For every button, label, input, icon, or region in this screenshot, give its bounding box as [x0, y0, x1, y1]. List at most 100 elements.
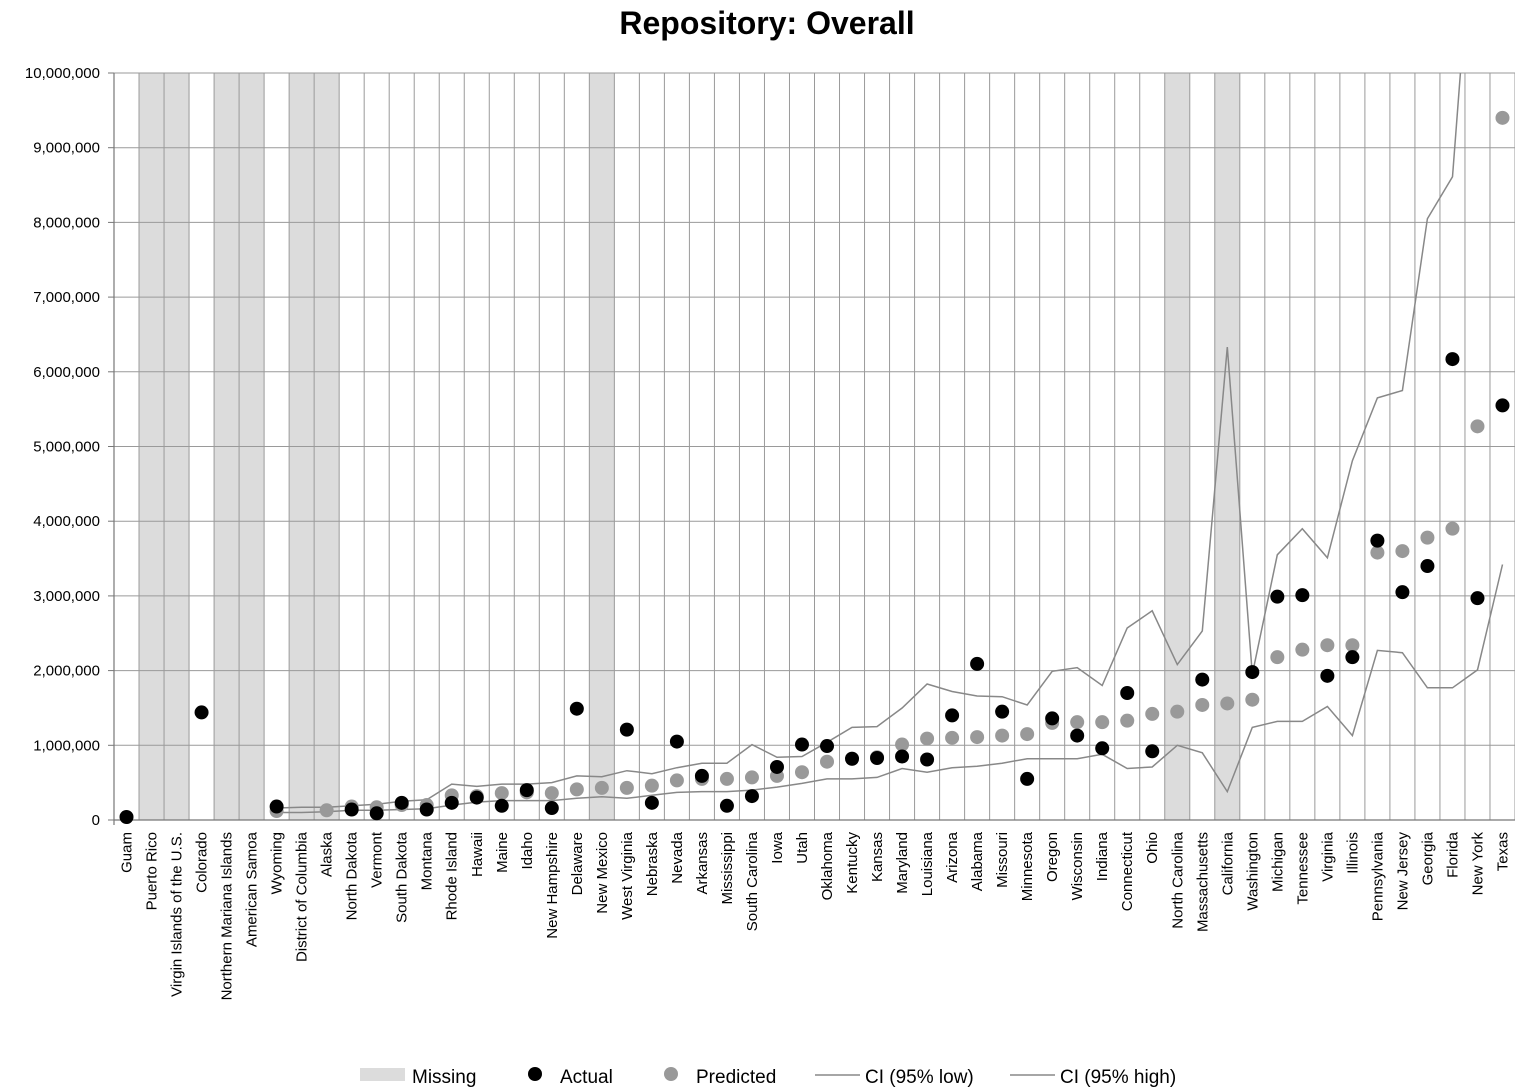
actual-point-new-hampshire	[544, 801, 559, 816]
y-tick-label: 5,000,000	[33, 439, 100, 456]
x-tick-label: Guam	[119, 832, 136, 873]
x-tick-label: Delaware	[569, 832, 586, 895]
actual-point-south-dakota	[394, 795, 409, 810]
predicted-point-ohio	[1145, 706, 1160, 721]
actual-point-colorado	[194, 705, 209, 720]
x-tick-label: South Dakota	[394, 831, 411, 923]
x-tick-label: Ohio	[1144, 832, 1161, 864]
y-tick-label: 4,000,000	[33, 513, 100, 530]
x-tick-label: Northern Mariana Islands	[219, 832, 236, 1000]
predicted-point-wisconsin	[1070, 715, 1085, 730]
predicted-point-delaware	[569, 782, 584, 797]
predicted-point-texas	[1495, 110, 1510, 125]
x-tick-label: Pennsylvania	[1369, 831, 1386, 921]
predicted-point-florida	[1445, 521, 1460, 536]
actual-point-virginia	[1320, 668, 1335, 683]
actual-point-washington	[1245, 665, 1260, 680]
actual-point-georgia	[1420, 559, 1435, 574]
predicted-point-new-mexico	[594, 780, 609, 795]
predicted-point-new-york	[1470, 419, 1485, 434]
x-tick-label: New York	[1469, 832, 1486, 896]
actual-point-florida	[1445, 352, 1460, 367]
actual-point-nevada	[669, 734, 684, 749]
predicted-point-louisiana	[920, 731, 935, 746]
x-tick-label: Arizona	[944, 831, 961, 883]
actual-point-maine	[494, 798, 509, 813]
chart-title: Repository: Overall	[619, 5, 914, 41]
predicted-point-indiana	[1095, 715, 1110, 730]
x-tick-label: West Virginia	[619, 831, 636, 919]
actual-point-arizona	[945, 708, 960, 723]
predicted-point-alaska	[319, 803, 334, 818]
actual-point-nebraska	[644, 795, 659, 810]
x-tick-label: Arkansas	[694, 832, 711, 895]
legend-actual-label: Actual	[560, 1067, 613, 1088]
x-tick-label: South Carolina	[744, 831, 761, 931]
x-tick-label: Maine	[494, 832, 511, 873]
predicted-point-alabama	[970, 730, 985, 745]
x-tick-label: Indiana	[1094, 831, 1111, 881]
x-tick-label: Utah	[794, 832, 811, 864]
legend: Missing Actual Predicted CI (95% low) CI…	[360, 1067, 1176, 1088]
predicted-point-washington	[1245, 692, 1260, 707]
legend-missing-swatch	[360, 1068, 405, 1081]
legend-missing-label: Missing	[412, 1067, 476, 1088]
x-tick-label: Texas	[1494, 832, 1511, 871]
actual-point-north-dakota	[344, 802, 359, 817]
actual-point-oregon	[1045, 711, 1060, 726]
x-tick-label: Wisconsin	[1069, 832, 1086, 900]
x-tick-label: Idaho	[519, 832, 536, 870]
actual-point-indiana	[1095, 741, 1110, 756]
predicted-point-mississippi	[719, 771, 734, 786]
predicted-point-arizona	[945, 730, 960, 745]
x-tick-label: Iowa	[769, 831, 786, 863]
y-tick-label: 8,000,000	[33, 214, 100, 231]
actual-point-wyoming	[269, 799, 284, 814]
predicted-point-north-carolina	[1170, 704, 1185, 719]
x-tick-label: Maryland	[894, 832, 911, 894]
predicted-point-oklahoma	[820, 754, 835, 769]
x-tick-label: California	[1219, 831, 1236, 895]
legend-actual-marker	[528, 1067, 542, 1081]
actual-point-hawaii	[469, 790, 484, 805]
x-tick-label: Minnesota	[1019, 831, 1036, 901]
actual-point-texas	[1495, 398, 1510, 413]
x-tick-label: District of Columbia	[294, 831, 311, 962]
series-line-ci-95-high	[276, 73, 1462, 809]
actual-point-iowa	[769, 759, 784, 774]
predicted-point-massachusetts	[1195, 697, 1210, 712]
predicted-point-south-carolina	[744, 770, 759, 785]
y-tick-label: 9,000,000	[33, 140, 100, 157]
x-tick-label: Montana	[419, 831, 436, 890]
x-tick-label: Illinois	[1344, 832, 1361, 874]
x-tick-label: Kansas	[869, 832, 886, 882]
actual-point-rhode-island	[444, 795, 459, 810]
actual-point-delaware	[569, 701, 584, 716]
actual-point-massachusetts	[1195, 672, 1210, 687]
gridlines	[113, 72, 1515, 825]
x-tick-label: Wyoming	[269, 832, 286, 894]
x-tick-label: Colorado	[194, 832, 211, 893]
legend-ci-high-label: CI (95% high)	[1060, 1067, 1176, 1088]
data-points	[119, 110, 1510, 825]
x-tick-label: Alabama	[969, 831, 986, 891]
x-tick-label: Michigan	[1269, 832, 1286, 892]
x-tick-label: North Dakota	[344, 831, 361, 920]
actual-point-idaho	[519, 783, 534, 798]
y-tick-label: 6,000,000	[33, 364, 100, 381]
predicted-point-maine	[494, 786, 509, 801]
predicted-point-minnesota	[1020, 727, 1035, 742]
x-tick-label: Georgia	[1419, 831, 1436, 885]
actual-point-pennsylvania	[1370, 533, 1385, 548]
x-tick-label: Florida	[1444, 831, 1461, 878]
x-axis-tick-labels: Guam Puerto Rico Virgin Islands of the U.S…	[119, 831, 1512, 1000]
actual-point-louisiana	[920, 752, 935, 767]
actual-point-oklahoma	[820, 739, 835, 754]
x-tick-label: New Mexico	[594, 832, 611, 914]
predicted-point-new-hampshire	[544, 786, 559, 801]
y-tick-label: 7,000,000	[33, 289, 100, 306]
predicted-point-new-jersey	[1395, 544, 1410, 559]
x-tick-label: Hawaii	[469, 832, 486, 877]
predicted-point-virginia	[1320, 638, 1335, 653]
x-tick-label: Louisiana	[919, 831, 936, 896]
